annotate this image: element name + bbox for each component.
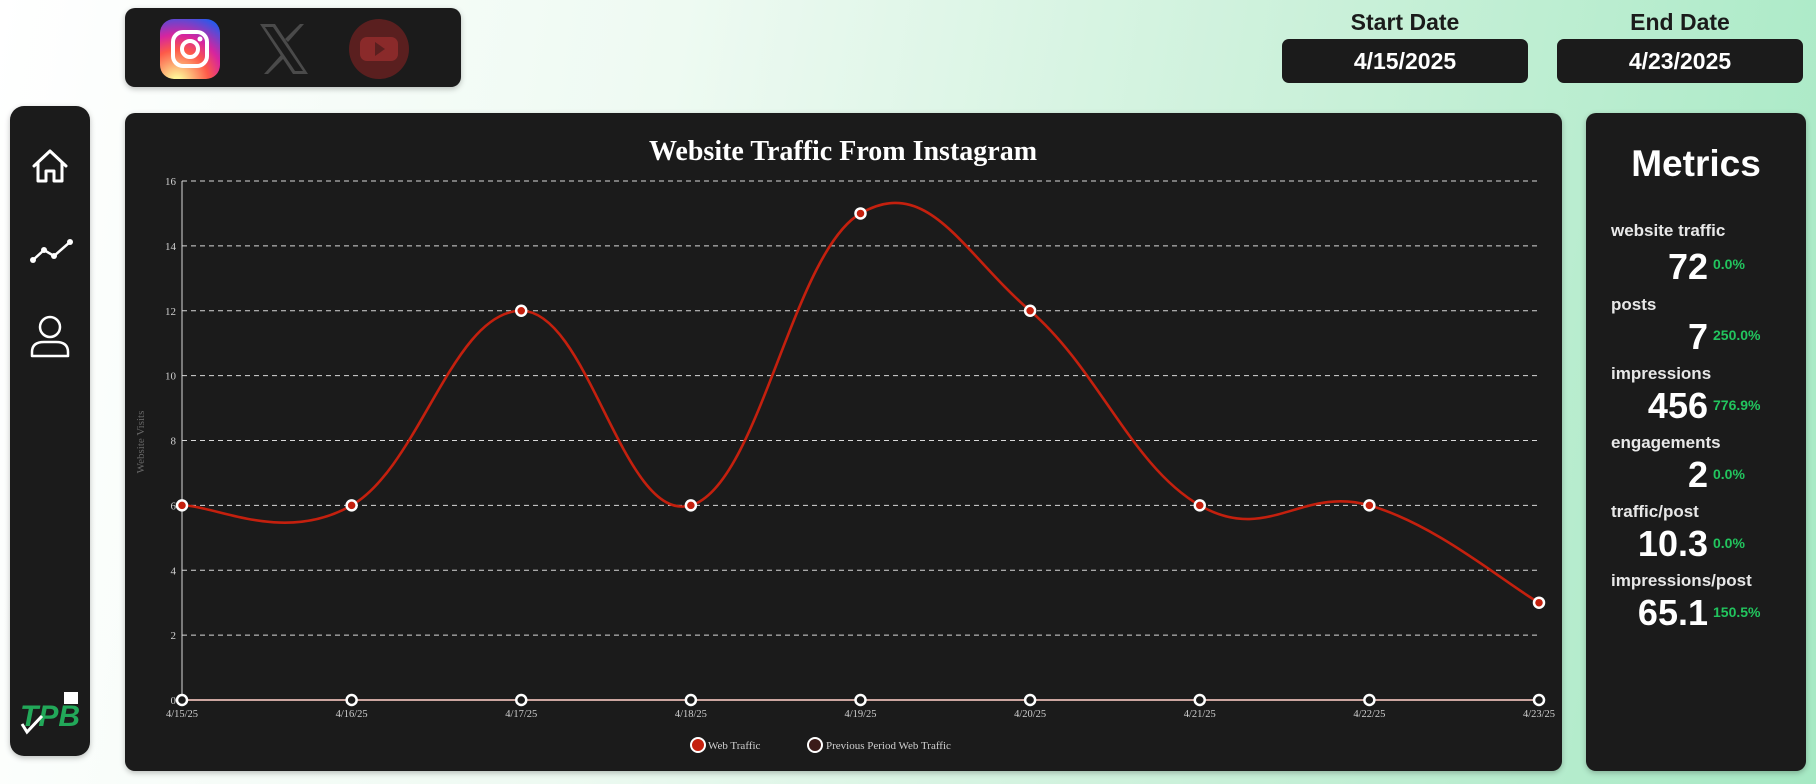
previous-period-point bbox=[854, 693, 867, 707]
x-tick-label: 4/23/25 bbox=[1523, 709, 1555, 720]
metric-change-traffic-per-post: 0.0% bbox=[1713, 535, 1745, 551]
y-tick-label: 6 bbox=[171, 500, 177, 512]
metric-change-posts: 250.0% bbox=[1713, 327, 1761, 343]
previous-period-point bbox=[515, 693, 528, 707]
web-traffic-point bbox=[684, 499, 698, 512]
youtube-icon[interactable] bbox=[349, 19, 409, 79]
previous-period-point bbox=[1532, 693, 1546, 707]
metric-label-engagements: engagements bbox=[1611, 433, 1721, 452]
end-date-label: End Date bbox=[1630, 9, 1730, 35]
metric-change-website-traffic: 0.0% bbox=[1713, 256, 1745, 272]
metrics-panel: Metrics website traffic 72 0.0% posts 7 … bbox=[1586, 113, 1806, 771]
metric-change-impressions-per-post: 150.5% bbox=[1713, 604, 1761, 620]
start-date-label: Start Date bbox=[1350, 9, 1460, 35]
y-axis-label: Website Visits bbox=[135, 411, 147, 474]
web-traffic-point bbox=[1023, 304, 1037, 317]
previous-period-point bbox=[175, 693, 189, 707]
previous-period-point bbox=[684, 693, 698, 707]
web-traffic-point bbox=[854, 207, 867, 220]
previous-period-point bbox=[345, 693, 358, 707]
metric-change-impressions: 776.9% bbox=[1713, 397, 1761, 413]
web-traffic-line bbox=[181, 201, 1540, 604]
y-tick-label: 14 bbox=[165, 241, 177, 253]
metric-label-posts: posts bbox=[1611, 295, 1657, 314]
x-icon[interactable] bbox=[254, 19, 314, 79]
legend-label-previous-period: Previous Period Web Traffic bbox=[826, 740, 951, 752]
web-traffic-point bbox=[175, 499, 189, 512]
web-traffic-point bbox=[1363, 499, 1376, 512]
chart-title: Website Traffic From Instagram bbox=[649, 136, 1037, 167]
metric-label-impressions: impressions bbox=[1611, 364, 1712, 383]
previous-period-point bbox=[1023, 693, 1037, 707]
start-date-field[interactable]: 4/15/2025 bbox=[1282, 39, 1528, 83]
web-traffic-point bbox=[345, 499, 358, 512]
y-tick-label: 8 bbox=[171, 436, 177, 448]
x-tick-label: 4/21/25 bbox=[1184, 709, 1216, 720]
x-tick-label: 4/17/25 bbox=[505, 709, 537, 720]
y-tick-label: 2 bbox=[171, 630, 177, 642]
end-date-field[interactable]: 4/23/2025 bbox=[1557, 39, 1803, 83]
sidebar-nav: TPB bbox=[10, 106, 90, 756]
x-tick-label: 4/16/25 bbox=[336, 709, 368, 720]
metric-label-website-traffic: website traffic bbox=[1611, 221, 1726, 240]
web-traffic-point bbox=[1193, 499, 1206, 512]
metric-change-engagements: 0.0% bbox=[1713, 466, 1745, 482]
metrics-title: Metrics bbox=[1631, 143, 1761, 184]
y-tick-label: 0 bbox=[171, 695, 177, 707]
x-tick-label: 4/19/25 bbox=[844, 709, 876, 720]
legend-marker-web-traffic bbox=[690, 737, 706, 753]
metric-value-engagements: 2 bbox=[1687, 454, 1708, 495]
previous-period-point bbox=[1193, 693, 1206, 707]
y-tick-label: 12 bbox=[165, 306, 176, 318]
traffic-line-chart: Website Traffic From Instagram Website V… bbox=[135, 136, 1555, 753]
metric-label-traffic-per-post: traffic/post bbox=[1611, 502, 1699, 521]
chart-panel: Website Traffic From Instagram Website V… bbox=[125, 113, 1562, 771]
social-platform-bar bbox=[125, 8, 461, 87]
y-tick-label: 10 bbox=[165, 371, 177, 383]
metric-value-impressions: 456 bbox=[1647, 385, 1708, 426]
metric-label-impressions-per-post: impressions/post bbox=[1611, 571, 1752, 590]
web-traffic-point bbox=[515, 304, 528, 317]
legend-label-web-traffic: Web Traffic bbox=[708, 740, 760, 752]
y-tick-label: 4 bbox=[171, 565, 177, 577]
metric-value-traffic-per-post: 10.3 bbox=[1637, 523, 1708, 564]
user-icon[interactable] bbox=[30, 314, 70, 358]
tpb-logo: TPB bbox=[16, 688, 86, 738]
previous-period-point bbox=[1363, 693, 1376, 707]
y-tick-label: 16 bbox=[165, 176, 177, 188]
instagram-icon[interactable] bbox=[160, 19, 220, 79]
x-tick-label: 4/15/25 bbox=[166, 709, 198, 720]
home-icon[interactable] bbox=[30, 146, 70, 186]
x-tick-label: 4/22/25 bbox=[1353, 709, 1385, 720]
x-tick-label: 4/20/25 bbox=[1014, 709, 1046, 720]
metric-value-posts: 7 bbox=[1687, 316, 1708, 357]
metric-value-impressions-per-post: 65.1 bbox=[1637, 592, 1708, 633]
x-tick-label: 4/18/25 bbox=[675, 709, 707, 720]
web-traffic-point bbox=[1532, 596, 1546, 609]
metric-value-website-traffic: 72 bbox=[1667, 246, 1708, 287]
legend-marker-previous-period bbox=[807, 737, 823, 753]
trend-line-icon[interactable] bbox=[30, 230, 73, 270]
